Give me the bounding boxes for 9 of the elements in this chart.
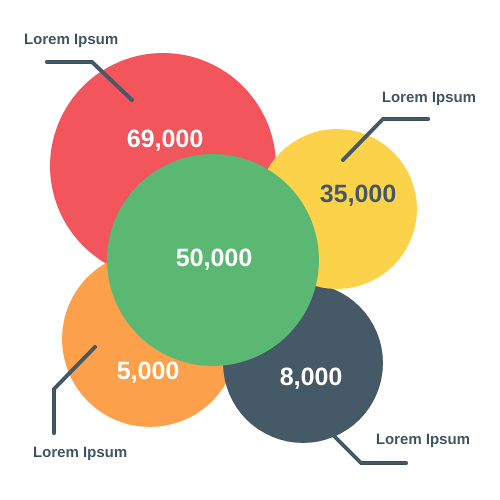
category-label: Lorem Ipsum (376, 431, 470, 448)
data-label: 50,000 (176, 244, 252, 272)
data-label: 35,000 (320, 180, 396, 208)
category-label: Lorem Ipsum (382, 89, 476, 106)
category-label: Lorem Ipsum (24, 31, 118, 48)
data-label: 69,000 (126, 124, 204, 153)
data-label: 8,000 (280, 362, 342, 391)
category-label: Lorem Ipsum (33, 444, 128, 462)
data-label: 5,000 (116, 356, 180, 385)
